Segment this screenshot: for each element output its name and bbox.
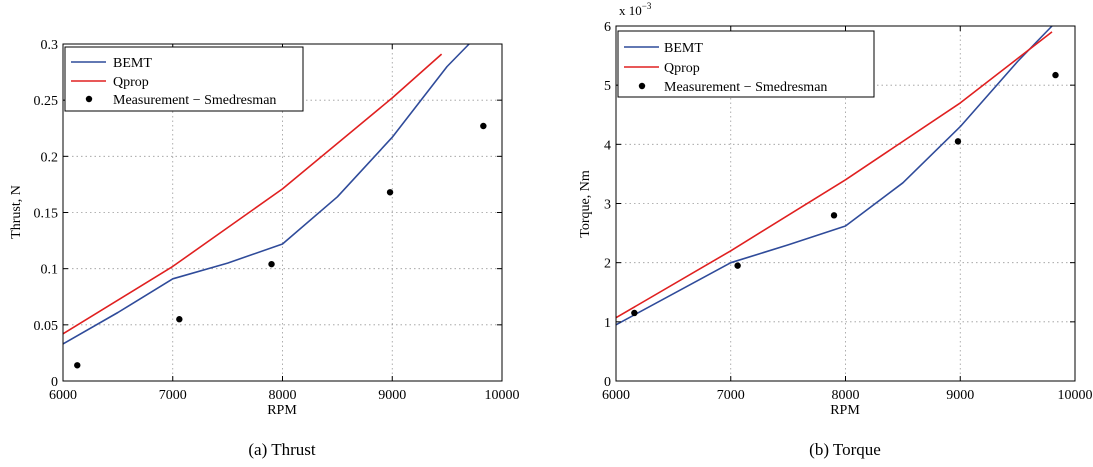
x-tick-label: 10000: [1058, 388, 1093, 403]
y-tick-label: 0: [604, 375, 611, 390]
y-tick-label: 5: [604, 79, 611, 94]
data-point-measurement: [386, 189, 394, 196]
y-tick-label: 0.2: [41, 150, 59, 165]
caption: (a) Thrust: [248, 440, 315, 459]
axis-ticks: 6000 7000 8000 9000 10000 0 1 2 3 4 5 6: [602, 20, 1093, 403]
x-tick-label: 9000: [378, 388, 406, 403]
legend-label-bemt: BEMT: [664, 41, 703, 56]
series-line-bemt: [62, 43, 470, 345]
axis-ticks: 6000 7000 8000 9000 10000 0 0.05 0.1 0.15 0.2 0.25…: [34, 38, 520, 403]
x-tick-label: 8000: [269, 388, 297, 403]
legend-label-measurement: Measurement − Smedresman: [113, 93, 276, 108]
data-point-measurement: [734, 262, 741, 269]
series-line-qprop: [615, 31, 1053, 319]
y-tick-label: 4: [604, 138, 611, 153]
legend-label-qprop: Qprop: [664, 61, 700, 76]
y-tick-label: 3: [604, 198, 611, 213]
y-tick-label: 2: [604, 257, 611, 272]
panel-thrust: 6000 7000 8000 9000 10000 0 0.05 0.1 0.15 0.2 0.25…: [9, 38, 520, 459]
x-tick-label: 10000: [485, 388, 520, 403]
caption: (b) Torque: [809, 440, 881, 459]
legend-label-qprop: Qprop: [113, 75, 149, 90]
y-tick-label: 0.1: [41, 263, 59, 278]
legend-marker-measurement: [638, 82, 646, 90]
legend: BEMT Qprop Measurement − Smedresman: [617, 30, 875, 98]
series-line-qprop: [62, 53, 443, 335]
y-tick-label: 0: [51, 375, 58, 390]
x-tick-label: 7000: [717, 388, 745, 403]
data-point-measurement: [480, 122, 487, 130]
y-tick-label: 6: [604, 20, 611, 35]
data-point-measurement: [268, 260, 275, 268]
y-tick-label: 0.15: [34, 207, 59, 222]
legend-box: [617, 30, 875, 98]
legend: BEMT Qprop Measurement − Smedresman: [64, 46, 304, 112]
y-tick-label: 0.3: [41, 38, 59, 53]
y-tick-label: 0.25: [34, 94, 59, 109]
legend-box: [64, 46, 304, 112]
y-exponent-label: x 10−3: [619, 1, 652, 18]
x-tick-label: 6000: [602, 388, 630, 403]
data-point-measurement: [176, 316, 183, 323]
x-tick-label: 9000: [946, 388, 974, 403]
data-point-measurement: [954, 138, 962, 145]
x-axis-label: RPM: [830, 403, 860, 418]
y-exponent-power: −3: [642, 1, 652, 11]
data-point-measurement: [74, 362, 81, 369]
y-exponent-base: x 10: [619, 3, 642, 18]
legend-label-bemt: BEMT: [113, 56, 152, 71]
y-tick-label: 0.05: [34, 319, 59, 334]
x-tick-label: 7000: [159, 388, 187, 403]
series-layer: [615, 25, 1059, 326]
data-point-measurement: [631, 309, 638, 317]
legend-label-measurement: Measurement − Smedresman: [664, 80, 827, 95]
data-point-measurement: [830, 212, 838, 219]
y-axis-label: Torque, Nm: [578, 170, 593, 238]
x-tick-label: 8000: [832, 388, 860, 403]
data-point-measurement: [1052, 71, 1059, 79]
series-line-bemt: [615, 25, 1053, 326]
y-tick-label: 1: [604, 316, 611, 331]
y-axis-label: Thrust, N: [9, 185, 24, 239]
legend-marker-measurement: [85, 95, 93, 103]
x-axis-label: RPM: [267, 403, 297, 418]
x-tick-label: 6000: [49, 388, 77, 403]
series-layer: [62, 43, 487, 369]
